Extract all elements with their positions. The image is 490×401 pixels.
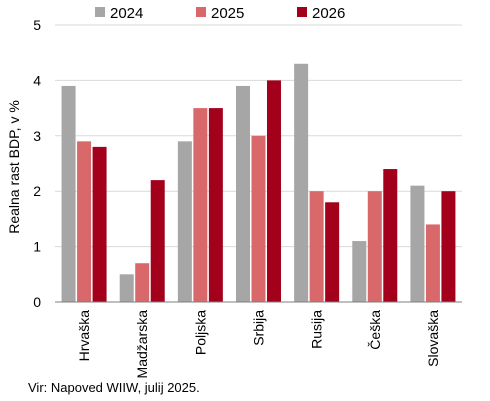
x-tick-label: Madžarska — [134, 310, 150, 379]
y-tick-label: 5 — [33, 17, 41, 33]
source-note: Vir: Napoved WIIW, julij 2025. — [28, 380, 200, 395]
x-tick-label: Češka — [367, 310, 383, 350]
y-axis-ticks: 0 1 2 3 4 5 — [33, 17, 41, 310]
bar-2024-7 — [410, 185, 425, 302]
bar-2026-4 — [267, 80, 281, 303]
bar-2024-3 — [177, 141, 192, 302]
legend: 2024 2025 2026 — [95, 5, 345, 22]
bar-2025-5 — [309, 191, 324, 302]
x-axis-ticks: Hrvaška Madžarska Poljska Srbija Rusija Češka… — [76, 310, 441, 379]
bar-2025-7 — [425, 224, 440, 302]
bar-2025-1 — [77, 141, 92, 302]
bar-2024-2 — [119, 274, 134, 302]
bar-2026-6 — [383, 169, 398, 302]
legend-swatch-2025 — [196, 7, 206, 17]
y-tick-label: 4 — [33, 72, 41, 88]
bar-2026-1 — [92, 146, 107, 302]
bar-2026-2 — [150, 180, 165, 302]
x-tick-label: Rusija — [309, 310, 325, 349]
legend-swatch-2026 — [297, 7, 307, 17]
bar-2025-2 — [135, 263, 150, 302]
bar-2025-6 — [367, 191, 382, 302]
legend-label: 2025 — [211, 5, 244, 22]
bar-2025-4 — [251, 135, 266, 302]
legend-label: 2024 — [110, 5, 143, 22]
x-tick-label: Hrvaška — [76, 310, 92, 362]
x-tick-label: Poljska — [192, 310, 208, 355]
legend-swatch-2024 — [95, 7, 105, 17]
bar-2024-6 — [352, 241, 367, 302]
bars — [61, 63, 456, 303]
bar-2025-3 — [193, 108, 208, 302]
legend-label: 2026 — [312, 5, 345, 22]
x-tick-label: Srbija — [251, 310, 267, 346]
bar-2024-1 — [61, 85, 76, 302]
bar-2026-5 — [325, 202, 340, 302]
y-axis-label: Realna rast BDP, v % — [6, 100, 22, 234]
bar-2024-4 — [236, 85, 250, 302]
y-tick-label: 0 — [33, 294, 41, 310]
y-tick-label: 3 — [33, 128, 41, 144]
y-tick-label: 2 — [33, 183, 41, 199]
y-tick-label: 1 — [33, 239, 41, 255]
bar-2026-7 — [441, 191, 456, 302]
x-tick-label: Slovaška — [425, 310, 441, 367]
bar-2024-5 — [294, 63, 309, 302]
bar-2026-3 — [208, 108, 223, 302]
